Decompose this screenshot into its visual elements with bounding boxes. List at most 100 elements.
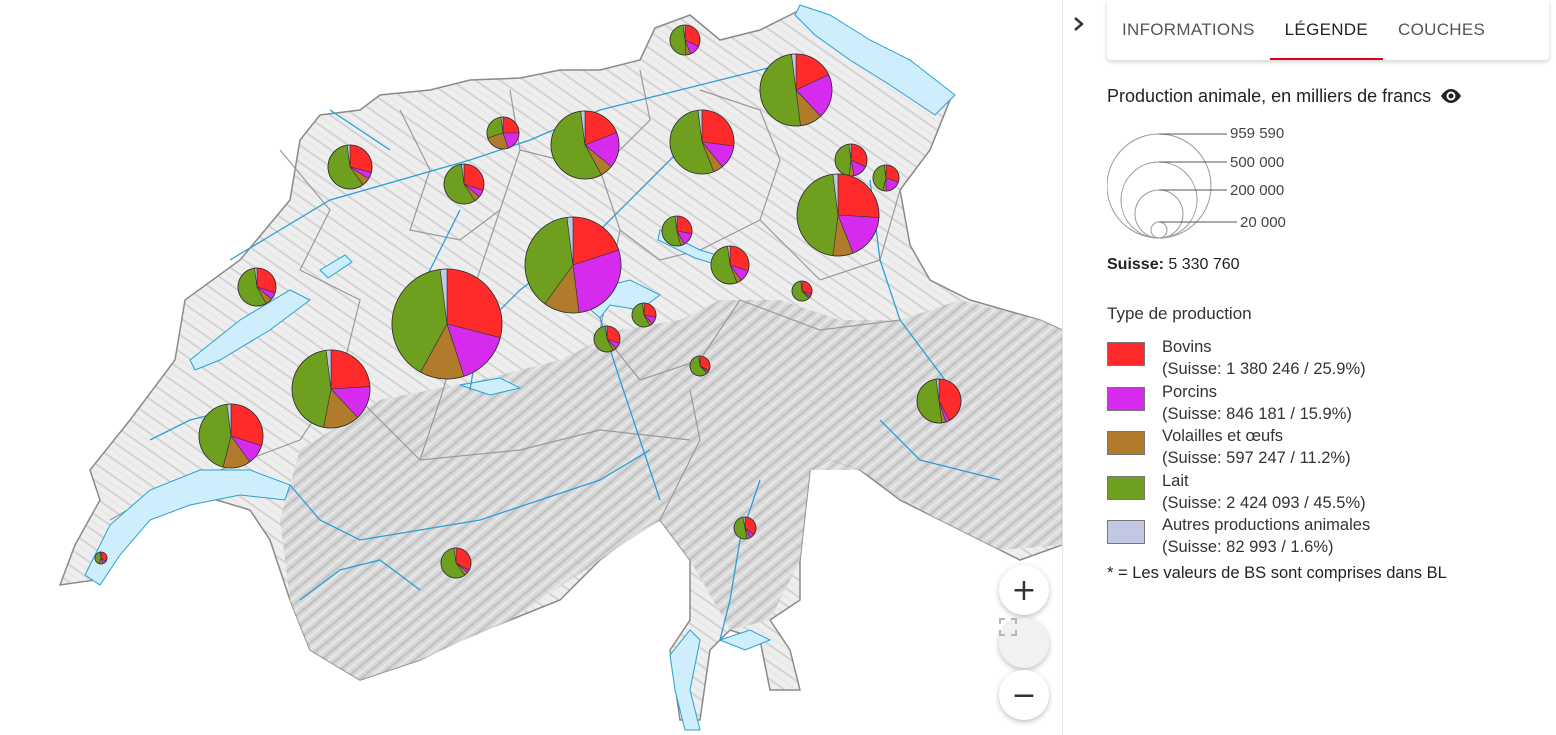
item-name: Lait xyxy=(1162,472,1189,490)
panel-divider xyxy=(1062,0,1063,735)
pie-vd[interactable] xyxy=(198,403,264,469)
total-value: 5 330 760 xyxy=(1168,256,1240,273)
type-title: Type de production xyxy=(1107,304,1252,323)
pie-layer xyxy=(94,24,962,579)
size-legend: 959 590 500 000 200 000 20 000 xyxy=(1106,124,1307,249)
national-total: Suisse: 5 330 760 xyxy=(1107,256,1240,274)
pie-outline xyxy=(443,163,485,205)
item-name: Volailles et œufs xyxy=(1162,427,1284,445)
pie-ur[interactable] xyxy=(689,355,711,377)
tab-label: LÉGENDE xyxy=(1284,20,1369,39)
pie-so[interactable] xyxy=(443,163,485,205)
pie-outline xyxy=(689,355,711,377)
pie-sz[interactable] xyxy=(710,245,750,285)
pie-tg[interactable] xyxy=(759,53,833,127)
swatch-porcins xyxy=(1107,387,1145,411)
legend-item-bovins: Bovins (Suisse: 1 380 246 / 25.9%) xyxy=(1107,336,1366,380)
plus-icon: + xyxy=(1011,572,1037,608)
size-legend-circles xyxy=(1106,133,1237,239)
size-label: 959 590 xyxy=(1230,125,1285,142)
swatch-lait xyxy=(1107,476,1145,500)
pie-ge[interactable] xyxy=(94,551,108,565)
chevron-right-icon xyxy=(1074,17,1084,31)
pie-outline xyxy=(631,302,657,328)
legend-title: Production animale, en milliers de franc… xyxy=(1107,85,1432,106)
pie-ar[interactable] xyxy=(834,143,868,177)
pie-outline xyxy=(291,349,371,429)
fullscreen-button[interactable] xyxy=(999,618,1049,668)
pie-gl[interactable] xyxy=(791,280,813,302)
eye-icon[interactable] xyxy=(1439,84,1463,108)
pie-outline xyxy=(550,110,620,180)
pie-ju[interactable] xyxy=(327,144,373,190)
pie-outline xyxy=(669,24,701,56)
item-detail: (Suisse: 846 181 / 15.9%) xyxy=(1162,405,1352,423)
pie-ti[interactable] xyxy=(733,516,757,540)
swatch-bovins xyxy=(1107,342,1145,366)
pie-outline xyxy=(796,173,880,257)
swatch-autres xyxy=(1107,520,1145,544)
pie-ag[interactable] xyxy=(550,110,620,180)
zoom-out-button[interactable]: − xyxy=(999,670,1049,720)
pie-sh[interactable] xyxy=(669,24,701,56)
panel-tabs: INFORMATIONS LÉGENDE COUCHES xyxy=(1107,0,1549,60)
pie-outline xyxy=(327,144,373,190)
zoom-in-button[interactable]: + xyxy=(999,565,1049,615)
lake-neuchatel xyxy=(189,289,311,371)
collapse-panel-button[interactable] xyxy=(1072,14,1092,38)
pie-nw[interactable] xyxy=(631,302,657,328)
pie-outline xyxy=(94,551,108,565)
pie-outline xyxy=(486,116,520,150)
size-label: 500 000 xyxy=(1230,154,1285,171)
size-label: 200 000 xyxy=(1230,182,1285,199)
footnote: * = Les valeurs de BS sont comprises dan… xyxy=(1107,564,1447,582)
tab-couches[interactable]: COUCHES xyxy=(1383,0,1500,60)
alps-relief xyxy=(280,300,1062,680)
legend-item-lait: Lait (Suisse: 2 424 093 / 45.5%) xyxy=(1107,470,1366,514)
pie-ne[interactable] xyxy=(237,267,277,307)
pie-be[interactable] xyxy=(391,268,503,380)
pie-gr[interactable] xyxy=(916,378,962,424)
item-detail: (Suisse: 82 993 / 1.6%) xyxy=(1162,538,1334,556)
lake-maggiore xyxy=(669,629,701,731)
legend-item-autres: Autres productions animales (Suisse: 82 9… xyxy=(1107,514,1370,558)
pie-outline xyxy=(661,215,693,247)
tab-informations[interactable]: INFORMATIONS xyxy=(1107,0,1270,60)
pie-outline xyxy=(237,267,277,307)
item-detail: (Suisse: 2 424 093 / 45.5%) xyxy=(1162,494,1366,512)
pie-sg[interactable] xyxy=(796,173,880,257)
map-area[interactable]: + − xyxy=(0,0,1062,735)
pie-fr[interactable] xyxy=(291,349,371,429)
pie-outline xyxy=(198,403,264,469)
item-name: Porcins xyxy=(1162,383,1218,401)
pie-zh[interactable] xyxy=(669,109,735,175)
legend-title-row: Production animale, en milliers de franc… xyxy=(1107,84,1547,108)
pie-outline xyxy=(524,216,622,314)
legend-item-porcins: Porcins (Suisse: 846 181 / 15.9%) xyxy=(1107,381,1352,425)
pie-ai[interactable] xyxy=(872,164,900,192)
map-svg xyxy=(58,4,1062,731)
pie-lu[interactable] xyxy=(524,216,622,314)
minus-icon: − xyxy=(1011,677,1037,713)
pie-vs[interactable] xyxy=(440,547,472,579)
item-name: Bovins xyxy=(1162,338,1212,356)
pie-outline xyxy=(593,325,621,353)
tab-label: INFORMATIONS xyxy=(1122,20,1255,39)
legend-panel: Production animale, en milliers de franc… xyxy=(1106,84,1547,582)
tab-label: COUCHES xyxy=(1398,20,1486,39)
lake-lugano xyxy=(718,629,772,651)
pie-zg[interactable] xyxy=(661,215,693,247)
item-name: Autres productions animales xyxy=(1162,516,1371,534)
pie-outline xyxy=(669,109,735,175)
fullscreen-icon xyxy=(999,618,1017,636)
pie-outline xyxy=(440,547,472,579)
swatch-volailles xyxy=(1107,431,1145,455)
pie-outline xyxy=(733,516,757,540)
pie-outline xyxy=(759,53,833,127)
pie-bl[interactable] xyxy=(486,116,520,150)
total-label: Suisse: xyxy=(1107,256,1164,273)
pie-ow[interactable] xyxy=(593,325,621,353)
pie-outline xyxy=(791,280,813,302)
tab-legende[interactable]: LÉGENDE xyxy=(1269,0,1384,60)
pie-outline xyxy=(391,268,503,380)
